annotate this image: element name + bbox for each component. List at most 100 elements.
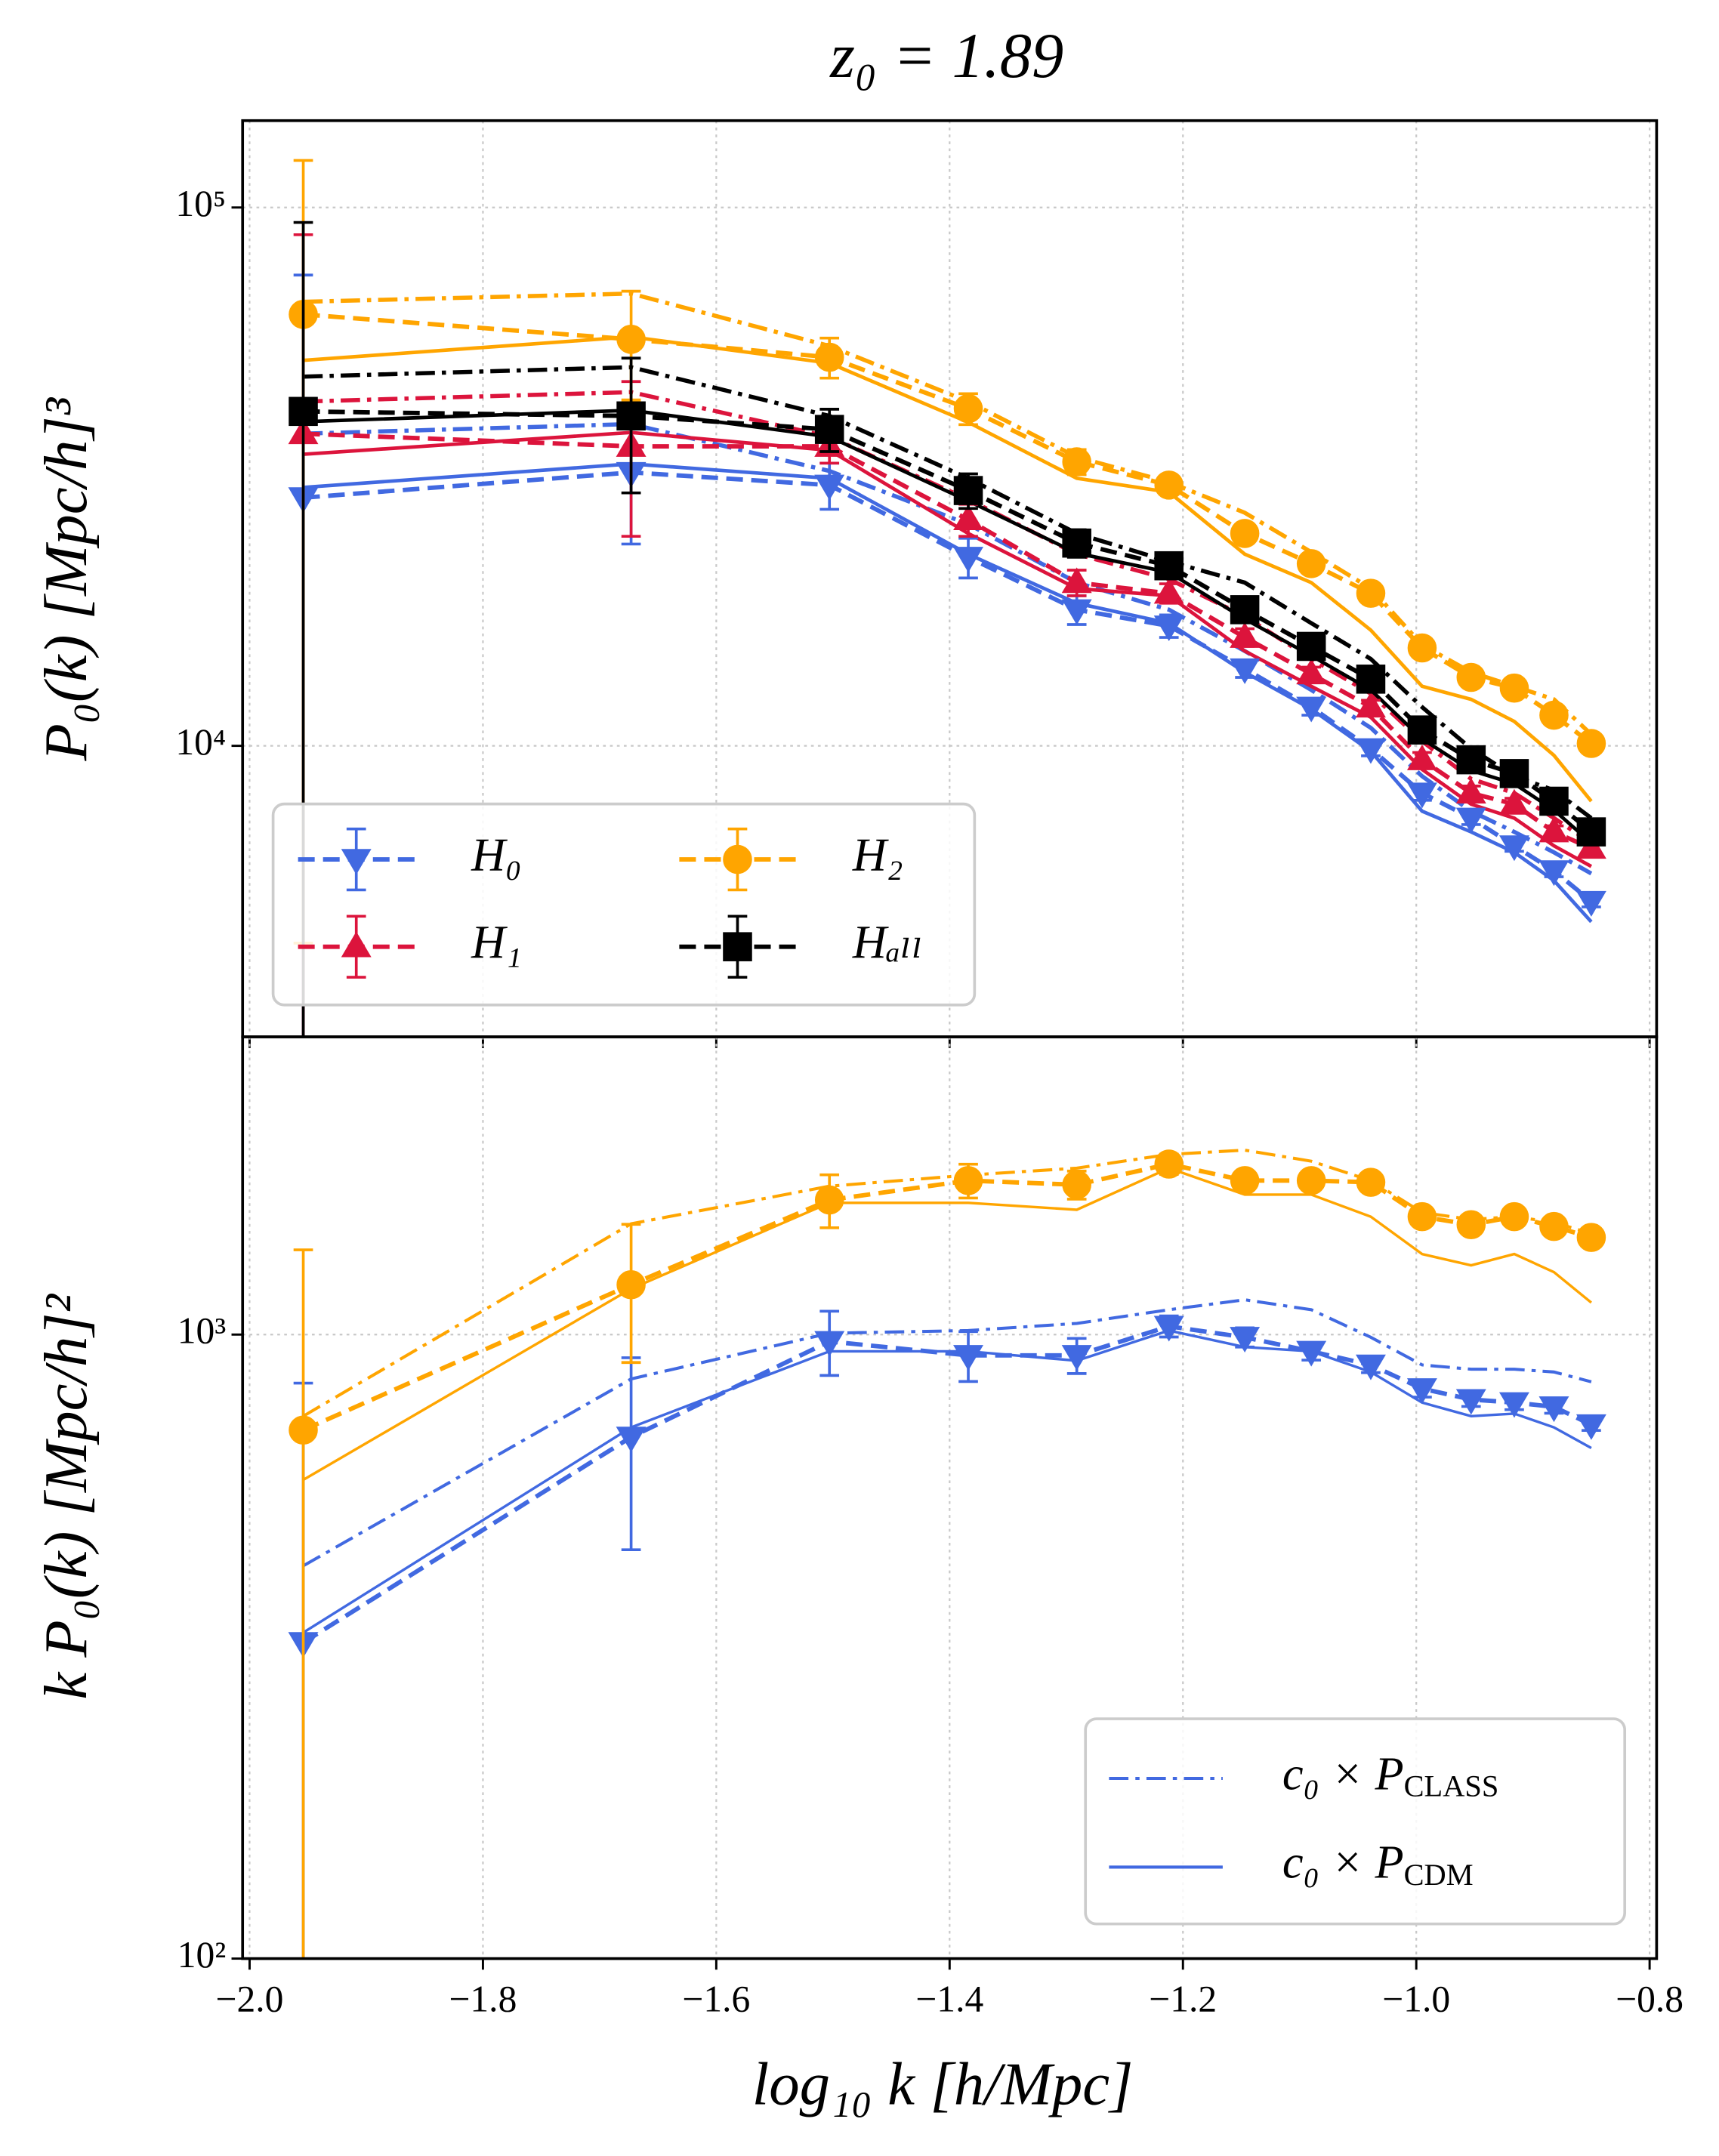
marker	[616, 1269, 646, 1300]
marker	[1154, 551, 1184, 581]
marker	[1575, 1414, 1606, 1440]
cdm-line	[302, 1167, 1592, 1482]
y-tick-label: 10⁵	[175, 183, 226, 224]
marker	[1456, 745, 1486, 775]
marker	[1296, 631, 1326, 662]
series-line	[302, 1161, 1592, 1433]
legend-label: c₀ × PCLASS	[1282, 1747, 1498, 1803]
marker	[616, 325, 646, 354]
marker	[1230, 1327, 1261, 1353]
marker	[1576, 729, 1606, 758]
error-bar	[621, 1356, 641, 1552]
marker	[1498, 835, 1529, 862]
marker	[1296, 549, 1326, 578]
marker	[953, 393, 983, 424]
x-tick-label: −2.0	[216, 1979, 284, 2020]
cdm-line	[303, 430, 1593, 868]
marker	[1539, 700, 1569, 730]
marker	[1062, 1170, 1091, 1200]
x-tick-label: −1.8	[449, 1979, 517, 2020]
legend-label: H₂	[852, 828, 903, 881]
marker	[616, 1427, 647, 1453]
y-tick-label: 10²	[177, 1934, 226, 1976]
marker	[1062, 528, 1091, 558]
marker	[1455, 778, 1486, 803]
marker	[1538, 1396, 1569, 1423]
marker	[814, 1331, 845, 1357]
marker	[1407, 1201, 1437, 1232]
marker	[1455, 1389, 1486, 1415]
marker	[289, 1415, 318, 1445]
marker	[953, 1166, 983, 1195]
x-tick-label: −1.2	[1149, 1979, 1217, 2020]
legend-label: H₀	[471, 828, 522, 881]
y-tick-label: 10³	[177, 1310, 226, 1352]
marker	[289, 396, 318, 427]
marker	[1355, 1354, 1386, 1380]
marker	[1154, 470, 1184, 500]
marker	[341, 931, 372, 958]
legend-box	[271, 802, 977, 1007]
marker	[1406, 1378, 1437, 1405]
y-tick-label: 10⁴	[175, 721, 226, 763]
marker	[1498, 1392, 1529, 1418]
marker	[1499, 673, 1529, 703]
marker	[1576, 817, 1606, 847]
marker	[1061, 567, 1092, 594]
marker	[1153, 1315, 1184, 1342]
x-tick-label: −1.0	[1382, 1979, 1450, 2020]
marker	[1296, 1166, 1326, 1195]
marker	[1230, 595, 1260, 625]
marker	[1296, 696, 1327, 723]
legend-box	[1084, 1717, 1627, 1926]
marker	[1230, 1166, 1260, 1195]
marker	[953, 1345, 983, 1371]
legend-label: H₁	[471, 916, 522, 968]
marker	[1355, 738, 1386, 764]
marker	[1498, 788, 1529, 815]
marker	[953, 504, 983, 531]
marker	[1355, 692, 1386, 718]
marker	[953, 476, 983, 505]
marker	[1407, 715, 1437, 745]
marker	[814, 474, 845, 501]
class-line	[303, 365, 1593, 820]
chart-title: z₀ = 1.89	[829, 21, 1063, 91]
marker	[1356, 1167, 1386, 1197]
marker	[1356, 665, 1386, 694]
cdm-line	[303, 335, 1593, 803]
marker	[1406, 744, 1437, 770]
marker	[723, 932, 752, 961]
marker	[1499, 1201, 1529, 1232]
marker	[1061, 599, 1092, 625]
plot-frame	[241, 1035, 1659, 1960]
marker	[1061, 1345, 1092, 1371]
series-line	[301, 1324, 1593, 1645]
marker	[1296, 1340, 1327, 1367]
x-tick-label: −0.8	[1616, 1979, 1684, 2020]
marker	[1538, 860, 1569, 887]
marker	[1296, 659, 1327, 685]
marker	[1230, 622, 1261, 648]
series-line	[303, 409, 1593, 834]
marker	[1356, 578, 1386, 608]
marker	[1455, 807, 1486, 834]
marker	[1539, 786, 1569, 816]
marker	[1576, 1223, 1606, 1252]
marker	[953, 547, 983, 573]
marker	[1456, 662, 1486, 692]
marker	[341, 849, 372, 875]
marker	[814, 342, 844, 372]
marker	[1538, 816, 1569, 843]
class-line	[303, 291, 1593, 736]
marker	[814, 415, 844, 444]
series-line	[303, 431, 1593, 851]
marker	[1153, 578, 1184, 604]
marker	[1230, 519, 1260, 548]
x-axis-label: log₁₀ k [h/Mpc]	[752, 2050, 1134, 2117]
marker	[814, 1185, 844, 1215]
marker	[1154, 1149, 1184, 1179]
marker	[1456, 1210, 1486, 1240]
series-line	[303, 312, 1593, 745]
